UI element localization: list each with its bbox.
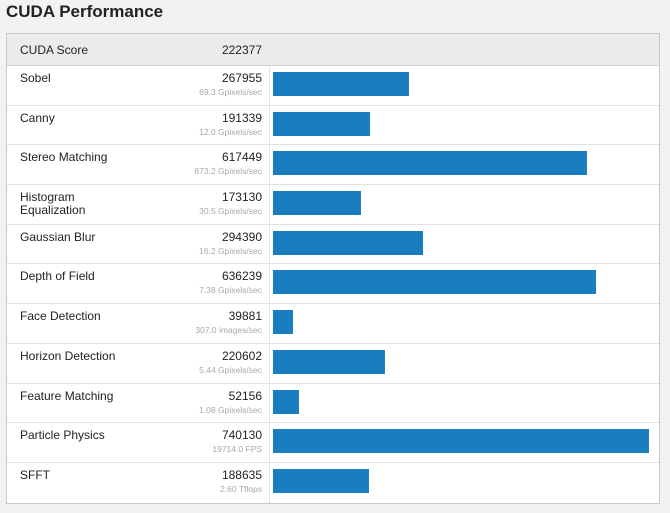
column-divider [269,423,270,462]
benchmark-throughput: 69.3 Gpixels/sec [199,87,262,97]
column-divider [269,185,270,224]
benchmark-row: Stereo Matching 617449 873.2 Gpixels/sec [7,145,659,186]
score-bar [273,111,370,136]
benchmark-throughput: 30.5 Gpixels/sec [199,206,262,217]
benchmark-name: Depth of Field [20,269,95,284]
benchmark-score: 52156 [228,388,262,403]
score-bar [273,191,361,216]
benchmark-score: 220602 [221,348,262,363]
score-bar [273,151,587,176]
benchmark-row: Depth of Field 636239 7.38 Gpixels/sec [7,264,659,305]
score-bar [273,429,649,454]
benchmark-row: Feature Matching 52156 1.08 Gpixels/sec [7,383,659,424]
benchmark-score: 294390 [221,229,262,244]
summary-label: CUDA Score [20,43,89,57]
column-divider [269,383,270,423]
benchmark-throughput: 2.60 Tflops [220,483,262,494]
benchmark-row: Particle Physics 740130 19714.0 FPS [7,423,659,463]
column-divider [269,462,270,503]
benchmark-throughput: 12.0 Gpixels/sec [199,126,262,137]
benchmark-row: Canny 191339 12.0 Gpixels/sec [7,105,659,146]
column-divider [269,264,270,304]
score-bar [273,270,596,295]
benchmark-name: Histogram Equalization [20,190,86,218]
benchmark-throughput: 16.2 Gpixels/sec [199,245,262,256]
summary-value: 222377 [221,43,262,57]
benchmark-row: Sobel 267955 69.3 Gpixels/sec [7,66,659,106]
benchmark-throughput: 19714.0 FPS [212,444,262,455]
summary-row: CUDA Score 222377 [7,34,659,66]
benchmark-throughput: 873.2 Gpixels/sec [194,166,262,177]
column-divider [269,224,270,264]
score-bar [273,310,293,335]
column-divider [269,145,270,185]
score-bar [273,389,299,414]
benchmark-throughput: 307.0 images/sec [195,325,262,336]
benchmark-score: 173130 [221,190,262,205]
benchmark-score: 636239 [221,269,262,284]
benchmark-row: Histogram Equalization 173130 30.5 Gpixels… [7,185,659,225]
benchmark-row: Gaussian Blur 294390 16.2 Gpixels/sec [7,224,659,265]
column-divider [269,304,270,343]
column-divider [269,343,270,383]
benchmark-name: SFFT [20,467,50,482]
benchmark-name: Horizon Detection [20,348,116,363]
score-bar [273,349,385,374]
benchmark-throughput: 7.38 Gpixels/sec [199,285,262,296]
column-divider [269,66,270,105]
benchmark-name: Particle Physics [20,428,105,443]
benchmark-name: Stereo Matching [20,150,108,165]
benchmark-table: CUDA Score 222377 Sobel 267955 69.3 Gpixel… [6,33,660,504]
score-bar [273,468,369,493]
benchmark-throughput: 1.08 Gpixels/sec [199,404,262,415]
benchmark-name: Sobel [20,71,51,85]
benchmark-name: Gaussian Blur [20,229,96,244]
benchmark-row: Horizon Detection 220602 5.44 Gpixels/sec [7,343,659,384]
benchmark-score: 267955 [221,71,262,85]
column-divider [269,105,270,145]
score-bar [273,72,409,96]
benchmark-name: Feature Matching [20,388,114,403]
benchmark-row: Face Detection 39881 307.0 images/sec [7,304,659,344]
benchmark-score: 191339 [221,110,262,125]
score-bar [273,230,423,255]
benchmark-score: 39881 [228,309,262,324]
benchmark-score: 740130 [221,428,262,443]
page-title: CUDA Performance [6,2,164,21]
benchmark-score: 617449 [221,150,262,165]
benchmark-row: SFFT 188635 2.60 Tflops [7,462,659,503]
benchmark-name: Face Detection [20,309,101,324]
benchmark-score: 188635 [221,467,262,482]
benchmark-name: Canny [20,110,55,125]
benchmark-rows: Sobel 267955 69.3 Gpixels/sec Canny 191339 12… [7,66,659,503]
benchmark-throughput: 5.44 Gpixels/sec [199,364,262,375]
